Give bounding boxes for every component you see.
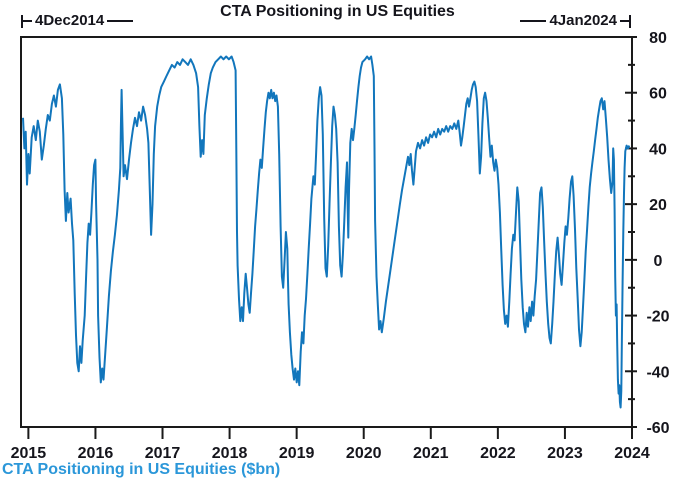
x-tick-label: 2018 [212,445,248,462]
end-date-label: 4Jan2024 [549,11,617,29]
x-tick-label: 2021 [413,445,449,462]
y-tick-label: -40 [646,364,669,381]
y-tick-label: 40 [649,141,667,158]
annotation-line [520,20,547,22]
x-tick-label: 2019 [279,445,315,462]
annotation-line [620,20,629,22]
y-tick-label: 80 [649,30,667,47]
x-tick-label: 2016 [78,445,114,462]
start-date-annotation: 4Dec2014 [21,11,134,29]
y-tick-label: 20 [649,197,667,214]
plot-frame [20,36,633,428]
series-caption: CTA Positioning in US Equities ($bn) [2,461,281,478]
chart-title: CTA Positioning in US Equities [220,3,455,20]
x-tick-label: 2024 [614,445,650,462]
x-tick-label: 2020 [346,445,382,462]
y-tick-label: 60 [649,86,667,103]
y-tick-label: 0 [654,253,663,270]
x-tick-label: 2015 [11,445,47,462]
end-date-annotation: 4Jan2024 [520,11,631,29]
annotation-line [107,20,134,22]
annotation-line [23,20,32,22]
end-bracket-tick [629,14,631,28]
start-date-label: 4Dec2014 [35,11,105,29]
x-tick-label: 2017 [145,445,181,462]
y-tick-label: -20 [646,309,669,326]
cta-series-line [22,55,631,409]
x-tick-label: 2022 [480,445,516,462]
y-tick-label: -60 [646,420,669,437]
start-bracket-tick [21,14,23,28]
x-tick-label: 2023 [547,445,583,462]
